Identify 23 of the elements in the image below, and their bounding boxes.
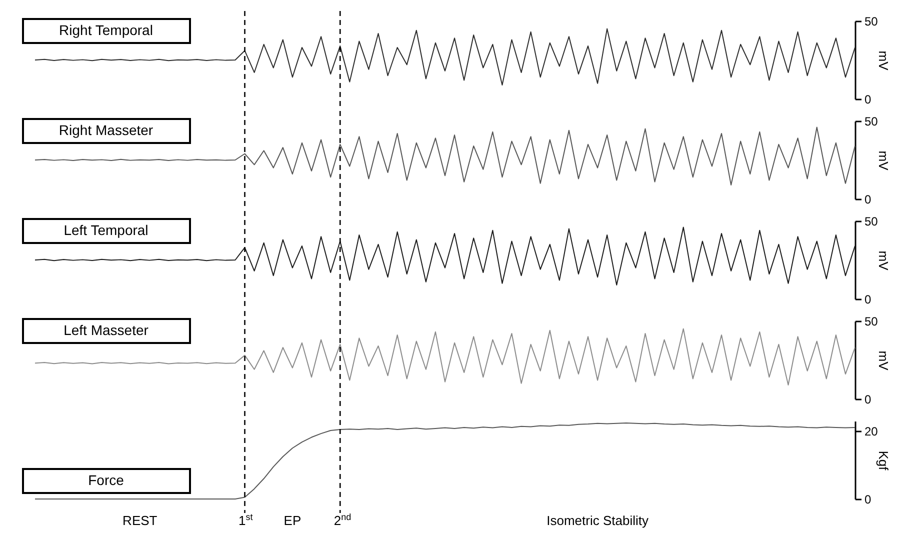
y-axis-title: mV [876, 250, 891, 271]
chart-title: Right Masseter [58, 122, 154, 138]
y-tick-label: 0 [864, 92, 872, 106]
y-axis-title: mV [876, 150, 891, 171]
y-tick-label: 0 [864, 492, 872, 506]
text: Force [88, 472, 124, 488]
text: EP [284, 513, 302, 528]
y-axis-title: Kgf [876, 450, 891, 471]
text: REST [122, 513, 158, 528]
y-tick-label: 0 [864, 292, 872, 306]
y-tick-label: 0 [864, 192, 872, 206]
chart-title: Left Masseter [64, 322, 149, 338]
text: Isometric Stability [546, 513, 649, 528]
y-tick-label: 50 [864, 14, 878, 28]
chart-title: Left Temporal [64, 222, 148, 238]
y-tick-label: 20 [864, 424, 878, 439]
y-axis-title: mV [876, 50, 891, 71]
y-tick-label: 50 [864, 214, 878, 228]
y-tick-label: 50 [864, 314, 878, 328]
y-tick-label: 50 [864, 114, 878, 128]
y-axis-title: mV [876, 350, 891, 371]
chart-title: Right Temporal [59, 22, 153, 38]
y-tick-label: 0 [864, 392, 872, 406]
